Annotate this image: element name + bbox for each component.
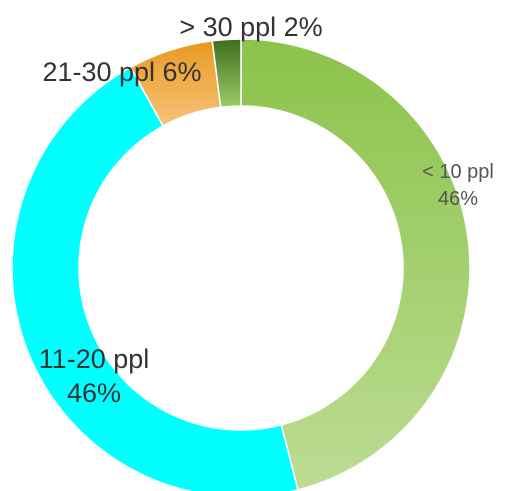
slice-label-0: < 10 ppl 46% [422,161,494,210]
slice-3[interactable] [211,38,242,109]
slice-0[interactable] [240,38,471,491]
slice-1[interactable] [11,66,299,491]
slice-label-2: 21-30 ppl 6% [42,57,201,87]
labels-group: < 10 ppl 46% 11-20 ppl 46% 21-30 ppl 6% > 30 … [39,12,494,408]
slices-group [11,38,471,491]
slice-label-3: > 30 ppl 2% [179,12,322,42]
slice-label-1: 11-20 ppl 46% [39,344,150,408]
